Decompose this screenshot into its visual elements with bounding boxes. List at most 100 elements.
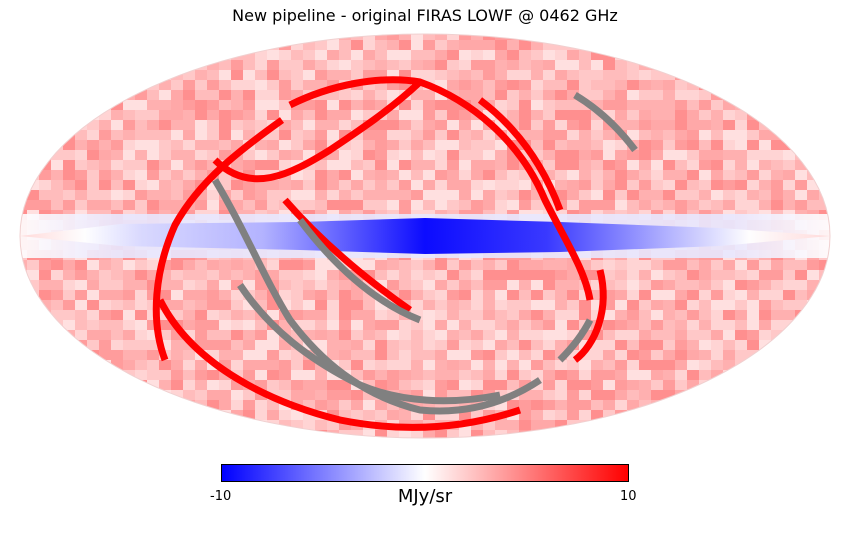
map-pixel <box>63 420 75 430</box>
map-pixel <box>399 340 411 350</box>
map-pixel <box>363 330 375 340</box>
map-pixel <box>543 50 555 60</box>
map-pixel <box>279 260 291 270</box>
map-pixel <box>603 180 615 190</box>
map-pixel <box>471 120 483 130</box>
map-pixel <box>171 360 183 370</box>
map-pixel <box>675 330 687 340</box>
map-pixel <box>231 200 243 210</box>
map-pixel <box>267 140 279 150</box>
map-pixel <box>711 110 723 120</box>
map-pixel <box>303 430 315 438</box>
map-pixel <box>759 100 771 110</box>
map-pixel <box>267 310 279 320</box>
map-pixel <box>123 410 135 420</box>
map-pixel <box>639 120 651 130</box>
map-pixel <box>603 260 615 270</box>
map-pixel <box>411 290 423 300</box>
map-pixel <box>531 310 543 320</box>
map-pixel <box>747 150 759 160</box>
map-pixel <box>20 320 27 330</box>
map-pixel <box>651 270 663 280</box>
map-pixel <box>99 190 111 200</box>
map-pixel <box>219 110 231 120</box>
map-pixel <box>747 370 759 380</box>
map-pixel <box>375 410 387 420</box>
map-pixel <box>447 170 459 180</box>
map-pixel <box>711 410 723 420</box>
map-pixel <box>207 190 219 200</box>
map-pixel <box>579 110 591 120</box>
map-pixel <box>627 110 639 120</box>
map-pixel <box>627 150 639 160</box>
map-pixel <box>243 100 255 110</box>
map-pixel <box>639 80 651 90</box>
map-pixel <box>471 160 483 170</box>
map-pixel <box>315 34 327 40</box>
map-pixel <box>339 360 351 370</box>
map-pixel <box>627 370 639 380</box>
map-pixel <box>483 34 495 40</box>
map-pixel <box>555 300 567 310</box>
map-pixel <box>723 130 735 140</box>
map-pixel <box>363 280 375 290</box>
map-pixel <box>123 80 135 90</box>
map-pixel <box>459 200 471 210</box>
map-pixel <box>435 400 447 410</box>
map-pixel <box>75 170 87 180</box>
map-pixel <box>627 350 639 360</box>
map-pixel <box>267 330 279 340</box>
map-pixel <box>759 380 771 390</box>
map-pixel <box>771 290 783 300</box>
map-pixel <box>771 190 783 200</box>
map-pixel <box>723 420 735 430</box>
map-pixel <box>75 390 87 400</box>
map-pixel <box>99 290 111 300</box>
map-pixel <box>303 34 315 40</box>
map-pixel <box>315 70 327 80</box>
map-pixel <box>159 320 171 330</box>
map-pixel <box>807 280 819 290</box>
map-pixel <box>195 390 207 400</box>
map-pixel <box>375 340 387 350</box>
map-pixel <box>255 160 267 170</box>
map-pixel <box>579 260 591 270</box>
map-pixel <box>63 430 75 438</box>
map-pixel <box>423 370 435 380</box>
map-pixel <box>207 310 219 320</box>
map-pixel <box>483 370 495 380</box>
map-pixel <box>63 100 75 110</box>
map-pixel <box>651 320 663 330</box>
map-pixel <box>351 410 363 420</box>
map-pixel <box>339 170 351 180</box>
map-pixel <box>303 370 315 380</box>
map-pixel <box>99 330 111 340</box>
map-pixel <box>459 370 471 380</box>
map-pixel <box>615 80 627 90</box>
map-pixel <box>567 410 579 420</box>
map-pixel <box>63 40 75 50</box>
map-pixel <box>819 80 830 90</box>
map-pixel <box>399 50 411 60</box>
map-pixel <box>87 40 99 50</box>
map-pixel <box>747 430 759 438</box>
map-pixel <box>399 150 411 160</box>
map-pixel <box>591 180 603 190</box>
map-pixel <box>195 430 207 438</box>
map-pixel <box>627 34 639 40</box>
map-pixel <box>543 380 555 390</box>
map-pixel <box>327 260 339 270</box>
map-pixel <box>411 140 423 150</box>
map-pixel <box>411 130 423 140</box>
map-pixel <box>135 120 147 130</box>
map-pixel <box>555 80 567 90</box>
map-pixel <box>423 190 435 200</box>
map-pixel <box>519 290 531 300</box>
map-pixel <box>63 200 75 210</box>
map-pixel <box>495 320 507 330</box>
map-pixel <box>75 430 87 438</box>
map-pixel <box>20 70 27 80</box>
map-pixel <box>567 80 579 90</box>
map-pixel <box>123 430 135 438</box>
map-pixel <box>807 390 819 400</box>
